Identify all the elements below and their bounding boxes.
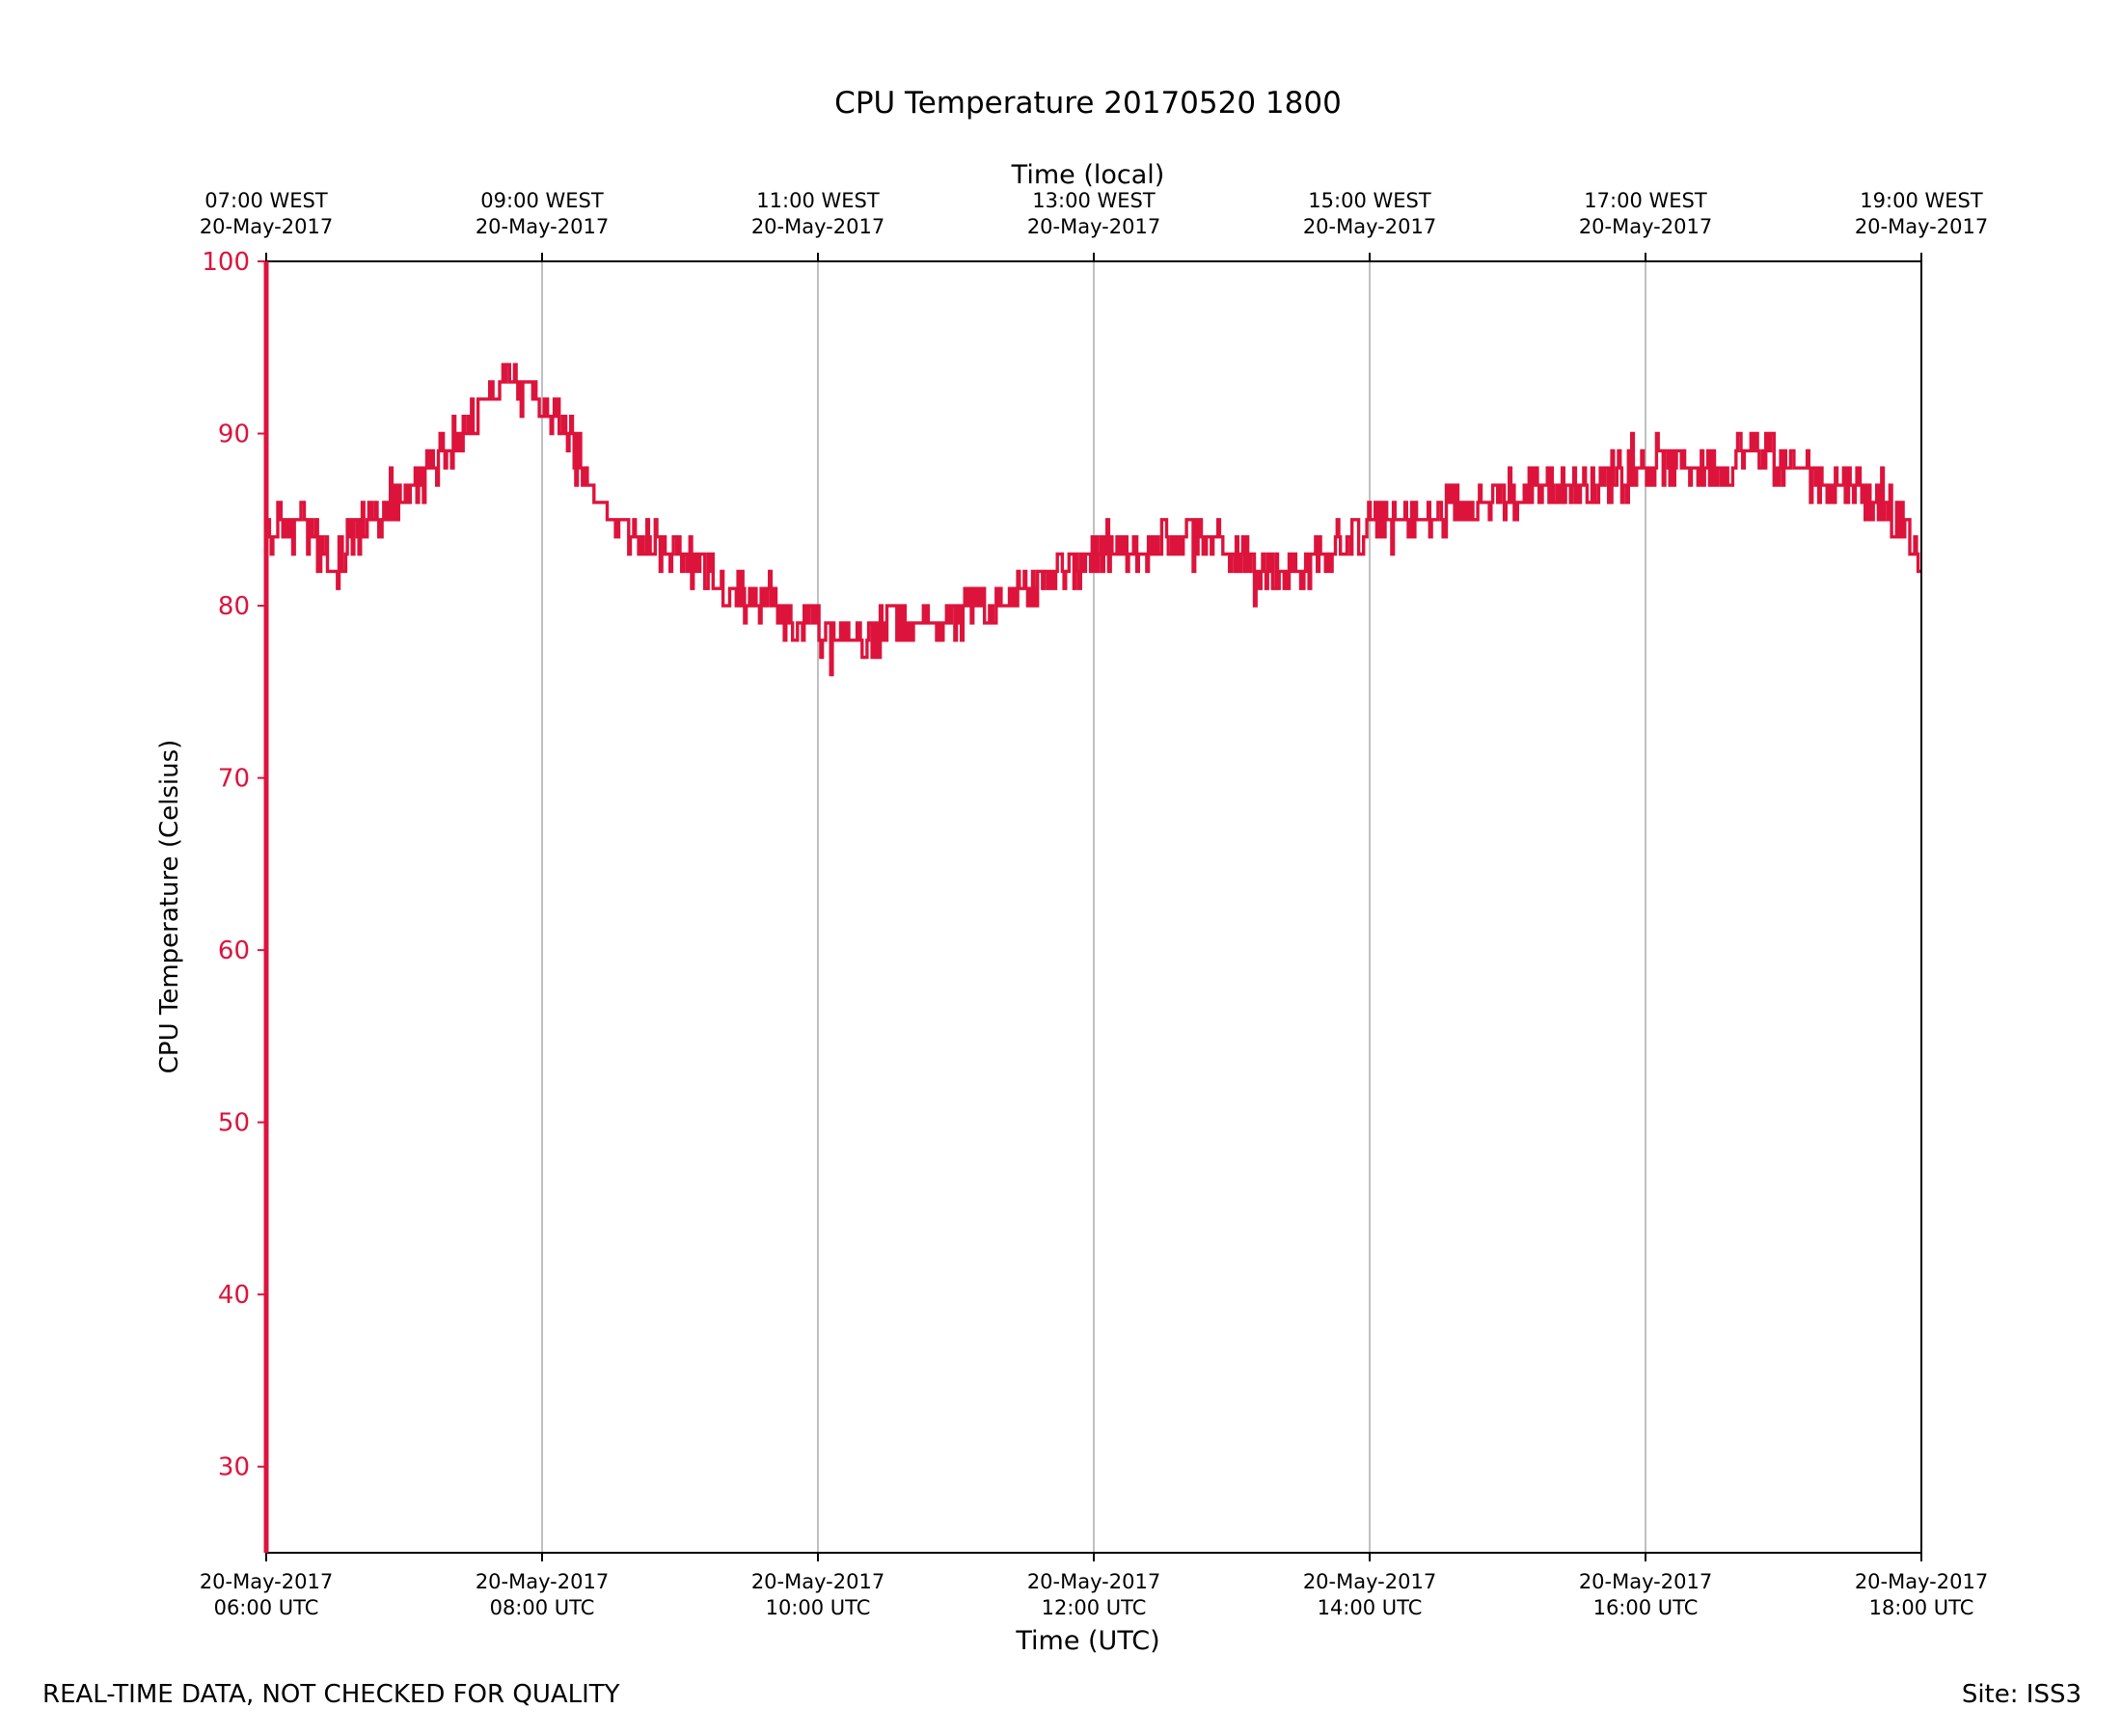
y-tick-label: 30 [218, 1453, 250, 1482]
y-tick-label: 50 [218, 1109, 250, 1138]
top-axis-title: Time (local) [1011, 160, 1165, 190]
x2-tick-label-time: 15:00 WEST [1308, 189, 1431, 212]
series-layer [266, 363, 1921, 677]
cpu-temperature-line [266, 363, 1921, 677]
x-tick-label-date: 20-May-2017 [1303, 1570, 1436, 1593]
chart-title: CPU Temperature 20170520 1800 [834, 86, 1342, 121]
x-tick-label-time: 18:00 UTC [1869, 1596, 1974, 1619]
y-tick-label: 80 [218, 592, 250, 621]
x-tick-label-time: 08:00 UTC [490, 1596, 595, 1619]
x2-tick-label-time: 19:00 WEST [1860, 189, 1983, 212]
x2-tick-label-date: 20-May-2017 [1579, 215, 1712, 238]
y-tick-label: 90 [218, 420, 250, 449]
x2-tick-label-date: 20-May-2017 [1303, 215, 1436, 238]
x-tick-label-date: 20-May-2017 [1027, 1570, 1160, 1593]
site-label: Site: ISS3 [1961, 1680, 2081, 1709]
x-tick-label-date: 20-May-2017 [200, 1570, 333, 1593]
y-axis-title: CPU Temperature (Celsius) [155, 740, 184, 1074]
x2-tick-label-time: 13:00 WEST [1032, 189, 1156, 212]
quality-disclaimer: REAL-TIME DATA, NOT CHECKED FOR QUALITY [42, 1680, 620, 1709]
x-tick-label-time: 14:00 UTC [1318, 1596, 1423, 1619]
x-tick-label-time: 12:00 UTC [1042, 1596, 1147, 1619]
x2-tick-label-time: 17:00 WEST [1584, 189, 1707, 212]
bottom-axis-title: Time (UTC) [1015, 1626, 1159, 1656]
x-tick-label-time: 16:00 UTC [1593, 1596, 1699, 1619]
x2-tick-label-date: 20-May-2017 [1027, 215, 1160, 238]
x-tick-label-date: 20-May-2017 [751, 1570, 884, 1593]
y-tick-label: 70 [218, 765, 250, 794]
x2-tick-label-date: 20-May-2017 [751, 215, 884, 238]
x-tick-label-time: 10:00 UTC [766, 1596, 871, 1619]
x-tick-label-date: 20-May-2017 [476, 1570, 609, 1593]
y-tick-label: 60 [218, 936, 250, 965]
x2-tick-label-date: 20-May-2017 [1855, 215, 1988, 238]
x2-tick-label-date: 20-May-2017 [200, 215, 333, 238]
x-tick-label-time: 06:00 UTC [214, 1596, 319, 1619]
x2-tick-label-time: 09:00 WEST [480, 189, 604, 212]
grid-lines [541, 261, 1646, 1553]
tick-marks: 30 40 50 60 70 80 90 100 20-May-2017 06:00 UTC 20-… [200, 189, 1988, 1619]
y-tick-label: 100 [202, 248, 250, 277]
x2-tick-label-date: 20-May-2017 [476, 215, 609, 238]
x-tick-label-date: 20-May-2017 [1579, 1570, 1712, 1593]
x-tick-label-date: 20-May-2017 [1855, 1570, 1988, 1593]
y-tick-label: 40 [218, 1281, 250, 1310]
x2-tick-label-time: 07:00 WEST [204, 189, 328, 212]
x2-tick-label-time: 11:00 WEST [756, 189, 880, 212]
